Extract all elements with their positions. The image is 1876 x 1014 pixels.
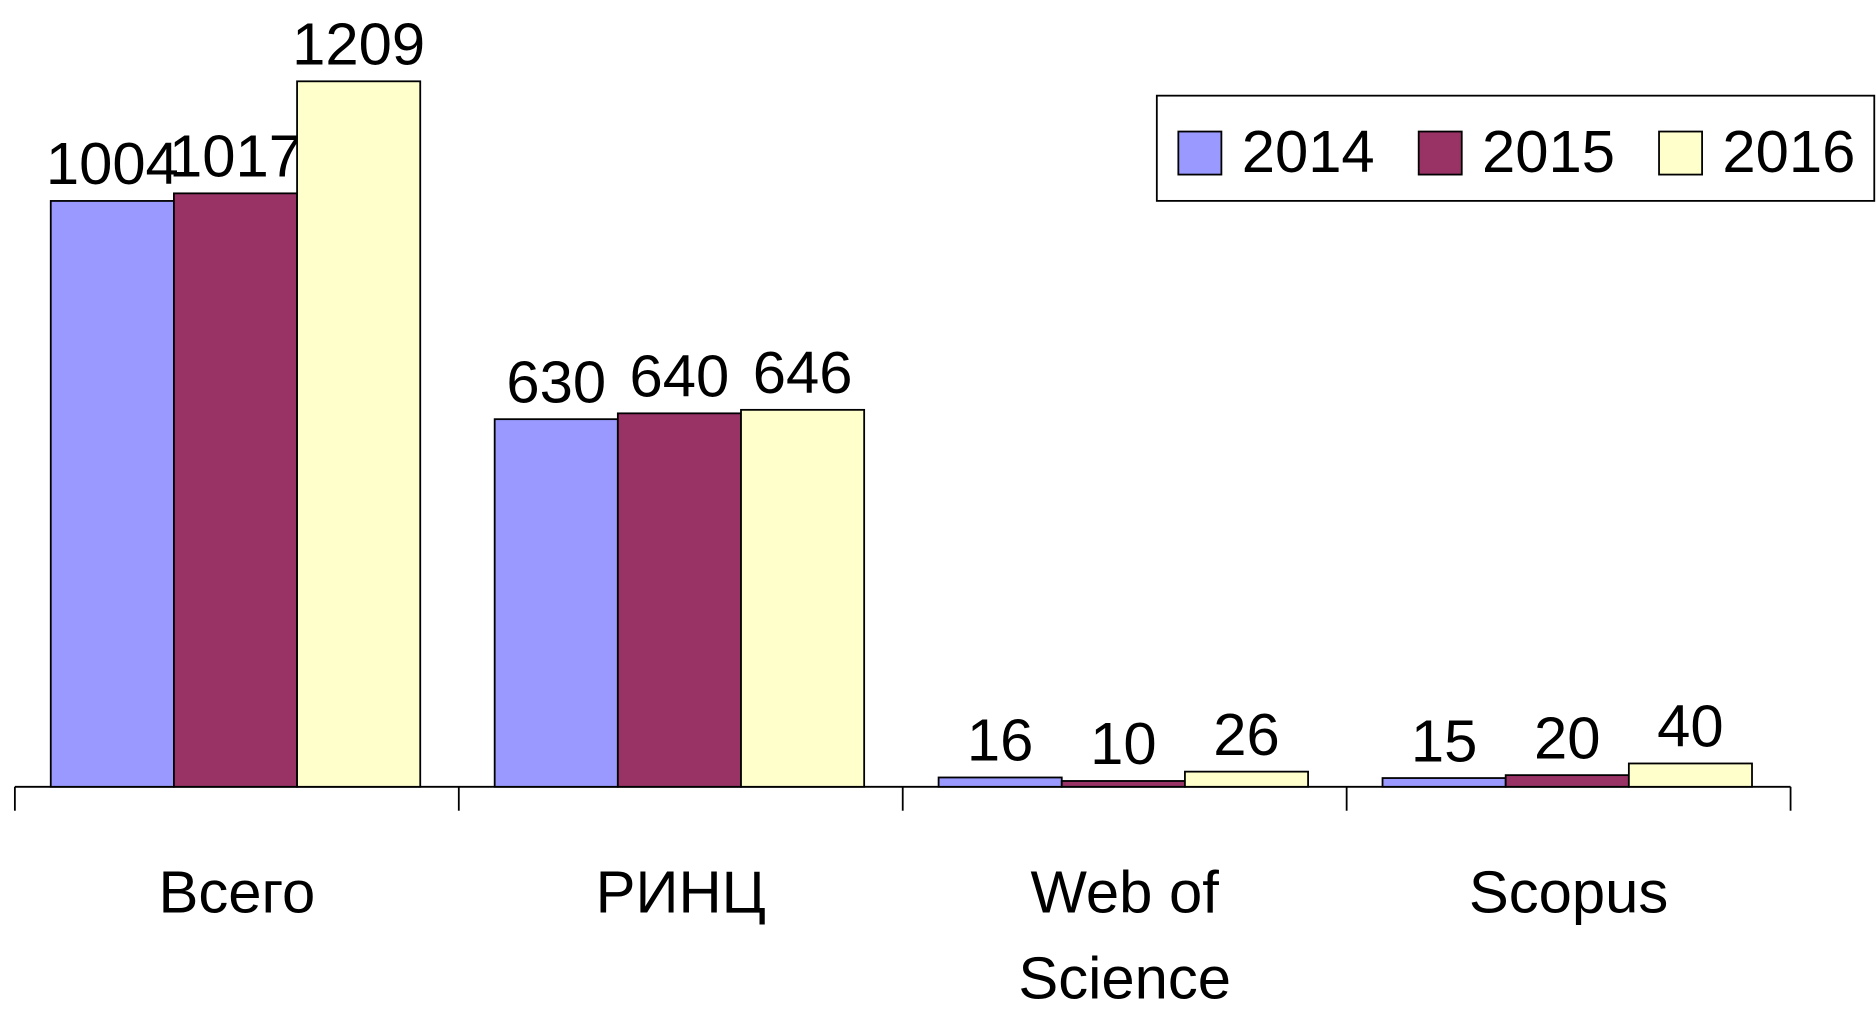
value-label: 646: [753, 339, 853, 406]
bar: [1504, 774, 1630, 788]
bar: [296, 80, 422, 788]
x-label-box: Scopus: [1468, 858, 1669, 926]
legend-label: 2016: [1722, 118, 1855, 185]
bar: [1184, 770, 1309, 788]
legend-label: 2015: [1482, 118, 1615, 185]
x-tick-label: Всего: [158, 858, 316, 926]
legend-swatch: [1177, 130, 1223, 176]
legend-swatch: [1417, 130, 1463, 176]
bar: [493, 418, 619, 788]
value-label: 40: [1657, 693, 1723, 760]
bar: [616, 412, 742, 788]
bar: [173, 192, 298, 788]
x-label-box: Web of Science: [1018, 858, 1232, 1012]
bar: [49, 200, 175, 788]
value-label: 20: [1534, 704, 1600, 771]
x-label-box: Всего: [158, 858, 316, 926]
x-label-box: РИНЦ: [595, 858, 766, 926]
value-label: 1004: [46, 130, 179, 197]
value-label: 15: [1411, 707, 1477, 774]
legend-label: 2014: [1242, 118, 1375, 185]
x-tick-label: Scopus: [1468, 858, 1669, 926]
bar: [740, 408, 866, 788]
value-label: 26: [1213, 701, 1279, 768]
x-tick-label: РИНЦ: [595, 858, 766, 926]
value-label: 1209: [292, 11, 425, 78]
value-label: 640: [630, 343, 730, 410]
bar: [1060, 780, 1186, 788]
value-label: 16: [967, 707, 1033, 774]
value-label: 630: [506, 348, 606, 415]
x-tick-label: Web of Science: [1018, 858, 1232, 1012]
value-label: 10: [1090, 710, 1156, 777]
value-label: 1017: [169, 123, 302, 190]
bar: [1381, 777, 1507, 788]
bar: [937, 776, 1063, 788]
legend-swatch: [1658, 130, 1703, 176]
legend-box: [1155, 94, 1876, 202]
bar: [1627, 762, 1753, 788]
